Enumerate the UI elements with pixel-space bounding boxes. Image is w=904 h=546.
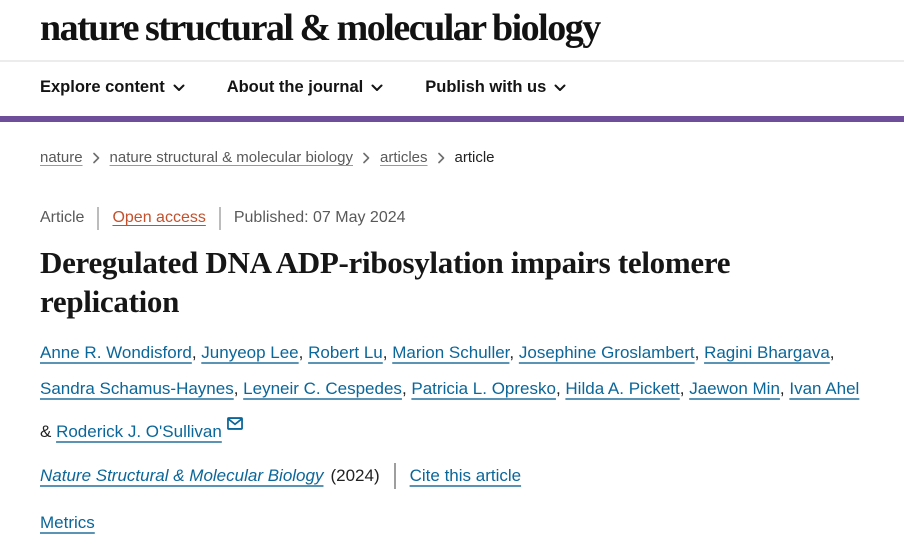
site-header: nature structural & molecular biology — [0, 0, 904, 60]
header-divider — [0, 59, 904, 62]
brand-accent-bar — [0, 115, 904, 122]
author-link[interactable]: Marion Schuller — [392, 342, 510, 362]
author-separator: , — [233, 379, 244, 399]
author-link[interactable]: Sandra Schamus-Haynes — [40, 379, 234, 399]
nav-explore-content-label: Explore content — [40, 77, 165, 96]
author-link[interactable]: Anne R. Wondisford — [40, 342, 192, 362]
author-link[interactable]: Patricia L. Opresko — [411, 379, 556, 399]
separator — [97, 206, 100, 230]
metrics-row: Metrics — [40, 513, 864, 533]
author: Ragini Bhargava, — [704, 343, 834, 362]
chevron-down-icon — [554, 84, 566, 92]
breadcrumb-nature[interactable]: nature — [40, 148, 83, 166]
author-separator: , — [555, 379, 566, 399]
article-type-label: Article — [40, 209, 85, 227]
chevron-right-icon — [92, 152, 100, 164]
author-link[interactable]: Leyneir C. Cespedes — [243, 379, 402, 399]
nav-about-the-journal[interactable]: About the journal — [227, 78, 384, 97]
author-link[interactable]: Josephine Groslambert — [518, 342, 695, 362]
nav-about-the-journal-label: About the journal — [226, 77, 364, 96]
author: Leyneir C. Cespedes, — [243, 379, 411, 398]
breadcrumb-journal[interactable]: nature structural & molecular biology — [109, 148, 353, 166]
journal-logo[interactable]: nature structural & molecular biology — [40, 7, 601, 49]
author-link[interactable]: Ragini Bhargava — [704, 342, 830, 362]
separator — [218, 206, 221, 230]
author-separator: , — [401, 379, 412, 399]
author-link[interactable]: Hilda A. Pickett — [565, 379, 680, 399]
author: Anne R. Wondisford, — [40, 343, 201, 362]
citation-row: Nature Structural & Molecular Biology (2… — [40, 463, 864, 490]
author-link[interactable]: Junyeop Lee — [201, 342, 299, 362]
open-access-link[interactable]: Open access — [112, 209, 206, 227]
author-separator: , — [191, 342, 202, 362]
separator — [393, 463, 396, 490]
author-separator: , — [382, 342, 393, 362]
article-meta-row: Article Open access Published: 07 May 20… — [40, 206, 864, 230]
author-link[interactable]: Roderick J. O'Sullivan — [56, 422, 222, 442]
author: Sandra Schamus-Haynes, — [40, 379, 243, 398]
main-nav: Explore content About the journal Publis… — [0, 62, 904, 116]
author-separator: & — [40, 422, 57, 442]
published-date: Published: 07 May 2024 — [233, 209, 406, 227]
author-link[interactable]: Robert Lu — [308, 342, 383, 362]
cite-this-article-link[interactable]: Cite this article — [409, 466, 522, 486]
breadcrumb-articles[interactable]: articles — [380, 148, 428, 166]
chevron-right-icon — [437, 152, 445, 164]
author: Robert Lu, — [308, 343, 392, 362]
author: Marion Schuller, — [392, 343, 519, 362]
author: Ivan Ahel & — [40, 379, 859, 441]
author: Jaewon Min, — [689, 379, 789, 398]
author-separator: , — [679, 379, 690, 399]
author: Josephine Groslambert, — [519, 343, 704, 362]
metrics-link[interactable]: Metrics — [40, 513, 95, 533]
article-title: Deregulated DNA ADP-ribosylation impairs… — [40, 244, 731, 319]
email-envelope-icon[interactable] — [226, 407, 243, 443]
chevron-right-icon — [363, 152, 370, 164]
author: Roderick J. O'Sullivan — [56, 417, 243, 442]
nav-publish-with-us[interactable]: Publish with us — [425, 78, 566, 97]
author-separator: , — [829, 342, 835, 362]
citation-year: (2024) — [330, 466, 380, 486]
author-link[interactable]: Ivan Ahel — [789, 379, 860, 399]
breadcrumb-current-article: article — [454, 148, 495, 166]
journal-link[interactable]: Nature Structural & Molecular Biology — [40, 466, 324, 486]
author: Hilda A. Pickett, — [565, 379, 689, 398]
nav-publish-with-us-label: Publish with us — [425, 77, 547, 96]
author: Patricia L. Opresko, — [411, 379, 565, 398]
author-list: Anne R. Wondisford, Junyeop Lee, Robert … — [40, 335, 864, 450]
author-separator: , — [509, 342, 519, 362]
author: Junyeop Lee, — [201, 343, 308, 362]
author-link[interactable]: Jaewon Min — [689, 379, 780, 399]
nav-explore-content[interactable]: Explore content — [40, 78, 185, 97]
breadcrumb: nature nature structural & molecular bio… — [40, 149, 864, 166]
author-separator: , — [694, 342, 705, 362]
author-separator: , — [779, 379, 790, 399]
author-separator: , — [298, 342, 309, 362]
chevron-down-icon — [371, 84, 383, 92]
chevron-down-icon — [173, 84, 185, 92]
